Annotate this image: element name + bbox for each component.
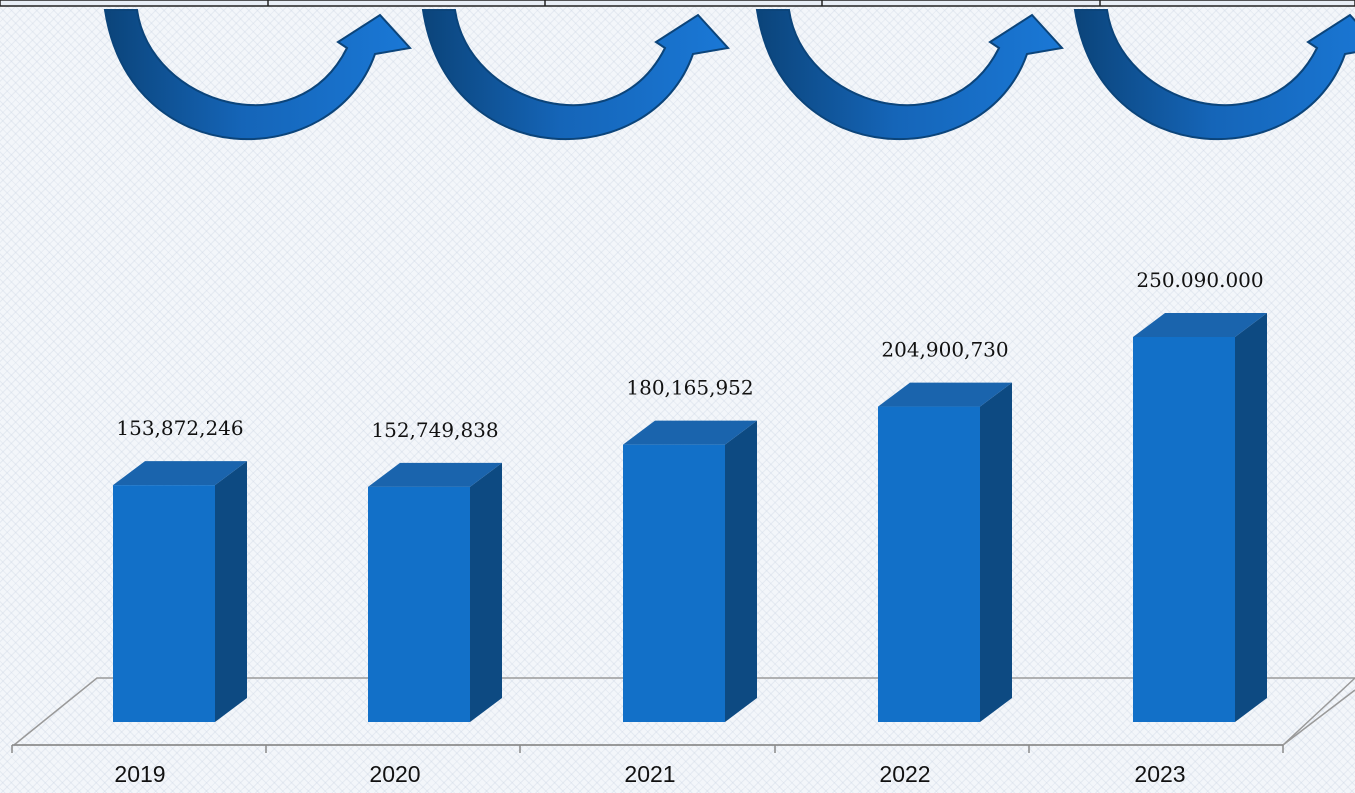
bar-front-face: [878, 406, 980, 722]
curved-up-arrow-icon: [1073, 9, 1355, 141]
x-axis-ticks: [11, 745, 1284, 753]
data-label: 204,900,730: [881, 338, 1008, 362]
bar-top-face: [623, 420, 757, 445]
bar-2022: [878, 382, 1012, 722]
x-tick-label: 2023: [1134, 761, 1185, 787]
data-labels: 153,872,246 152,749,838 180,165,952 204,900…: [116, 268, 1263, 442]
top-table-strip: [0, 0, 1355, 7]
data-label: 152,749,838: [371, 418, 498, 442]
bar-front-face: [368, 486, 470, 722]
bar-front-face: [1133, 337, 1235, 722]
curved-up-arrow-icon: [755, 9, 1064, 141]
x-tick-label: 2021: [624, 761, 675, 787]
curved-up-arrow-icon: [103, 9, 412, 141]
bar-series: [113, 313, 1267, 722]
x-tick-labels: 2019 2020 2021 2022 2023: [114, 761, 1185, 787]
bar-side-face: [1235, 313, 1267, 722]
bar-2021: [623, 420, 757, 722]
bar-top-face: [368, 462, 502, 487]
data-label: 250.090.000: [1136, 268, 1263, 292]
bar-top-face: [113, 461, 247, 486]
bar-side-face: [980, 382, 1012, 722]
bar-side-face: [215, 461, 247, 722]
x-tick-label: 2022: [879, 761, 930, 787]
bar-side-face: [470, 462, 502, 722]
data-label: 180,165,952: [626, 376, 753, 400]
x-tick-label: 2019: [114, 761, 165, 787]
bar-side-face: [725, 420, 757, 722]
bar-2019: [113, 461, 247, 722]
x-tick-label: 2020: [369, 761, 420, 787]
bar-top-face: [878, 382, 1012, 407]
curved-up-arrow-icon: [421, 9, 730, 141]
bar-front-face: [113, 485, 215, 722]
bar-front-face: [623, 444, 725, 722]
bar-2023: [1133, 313, 1267, 722]
bar-top-face: [1133, 313, 1267, 337]
x-axis: [11, 744, 1284, 753]
data-label: 153,872,246: [116, 416, 243, 440]
curved-arrows: [103, 9, 1355, 141]
bar-2020: [368, 462, 502, 722]
